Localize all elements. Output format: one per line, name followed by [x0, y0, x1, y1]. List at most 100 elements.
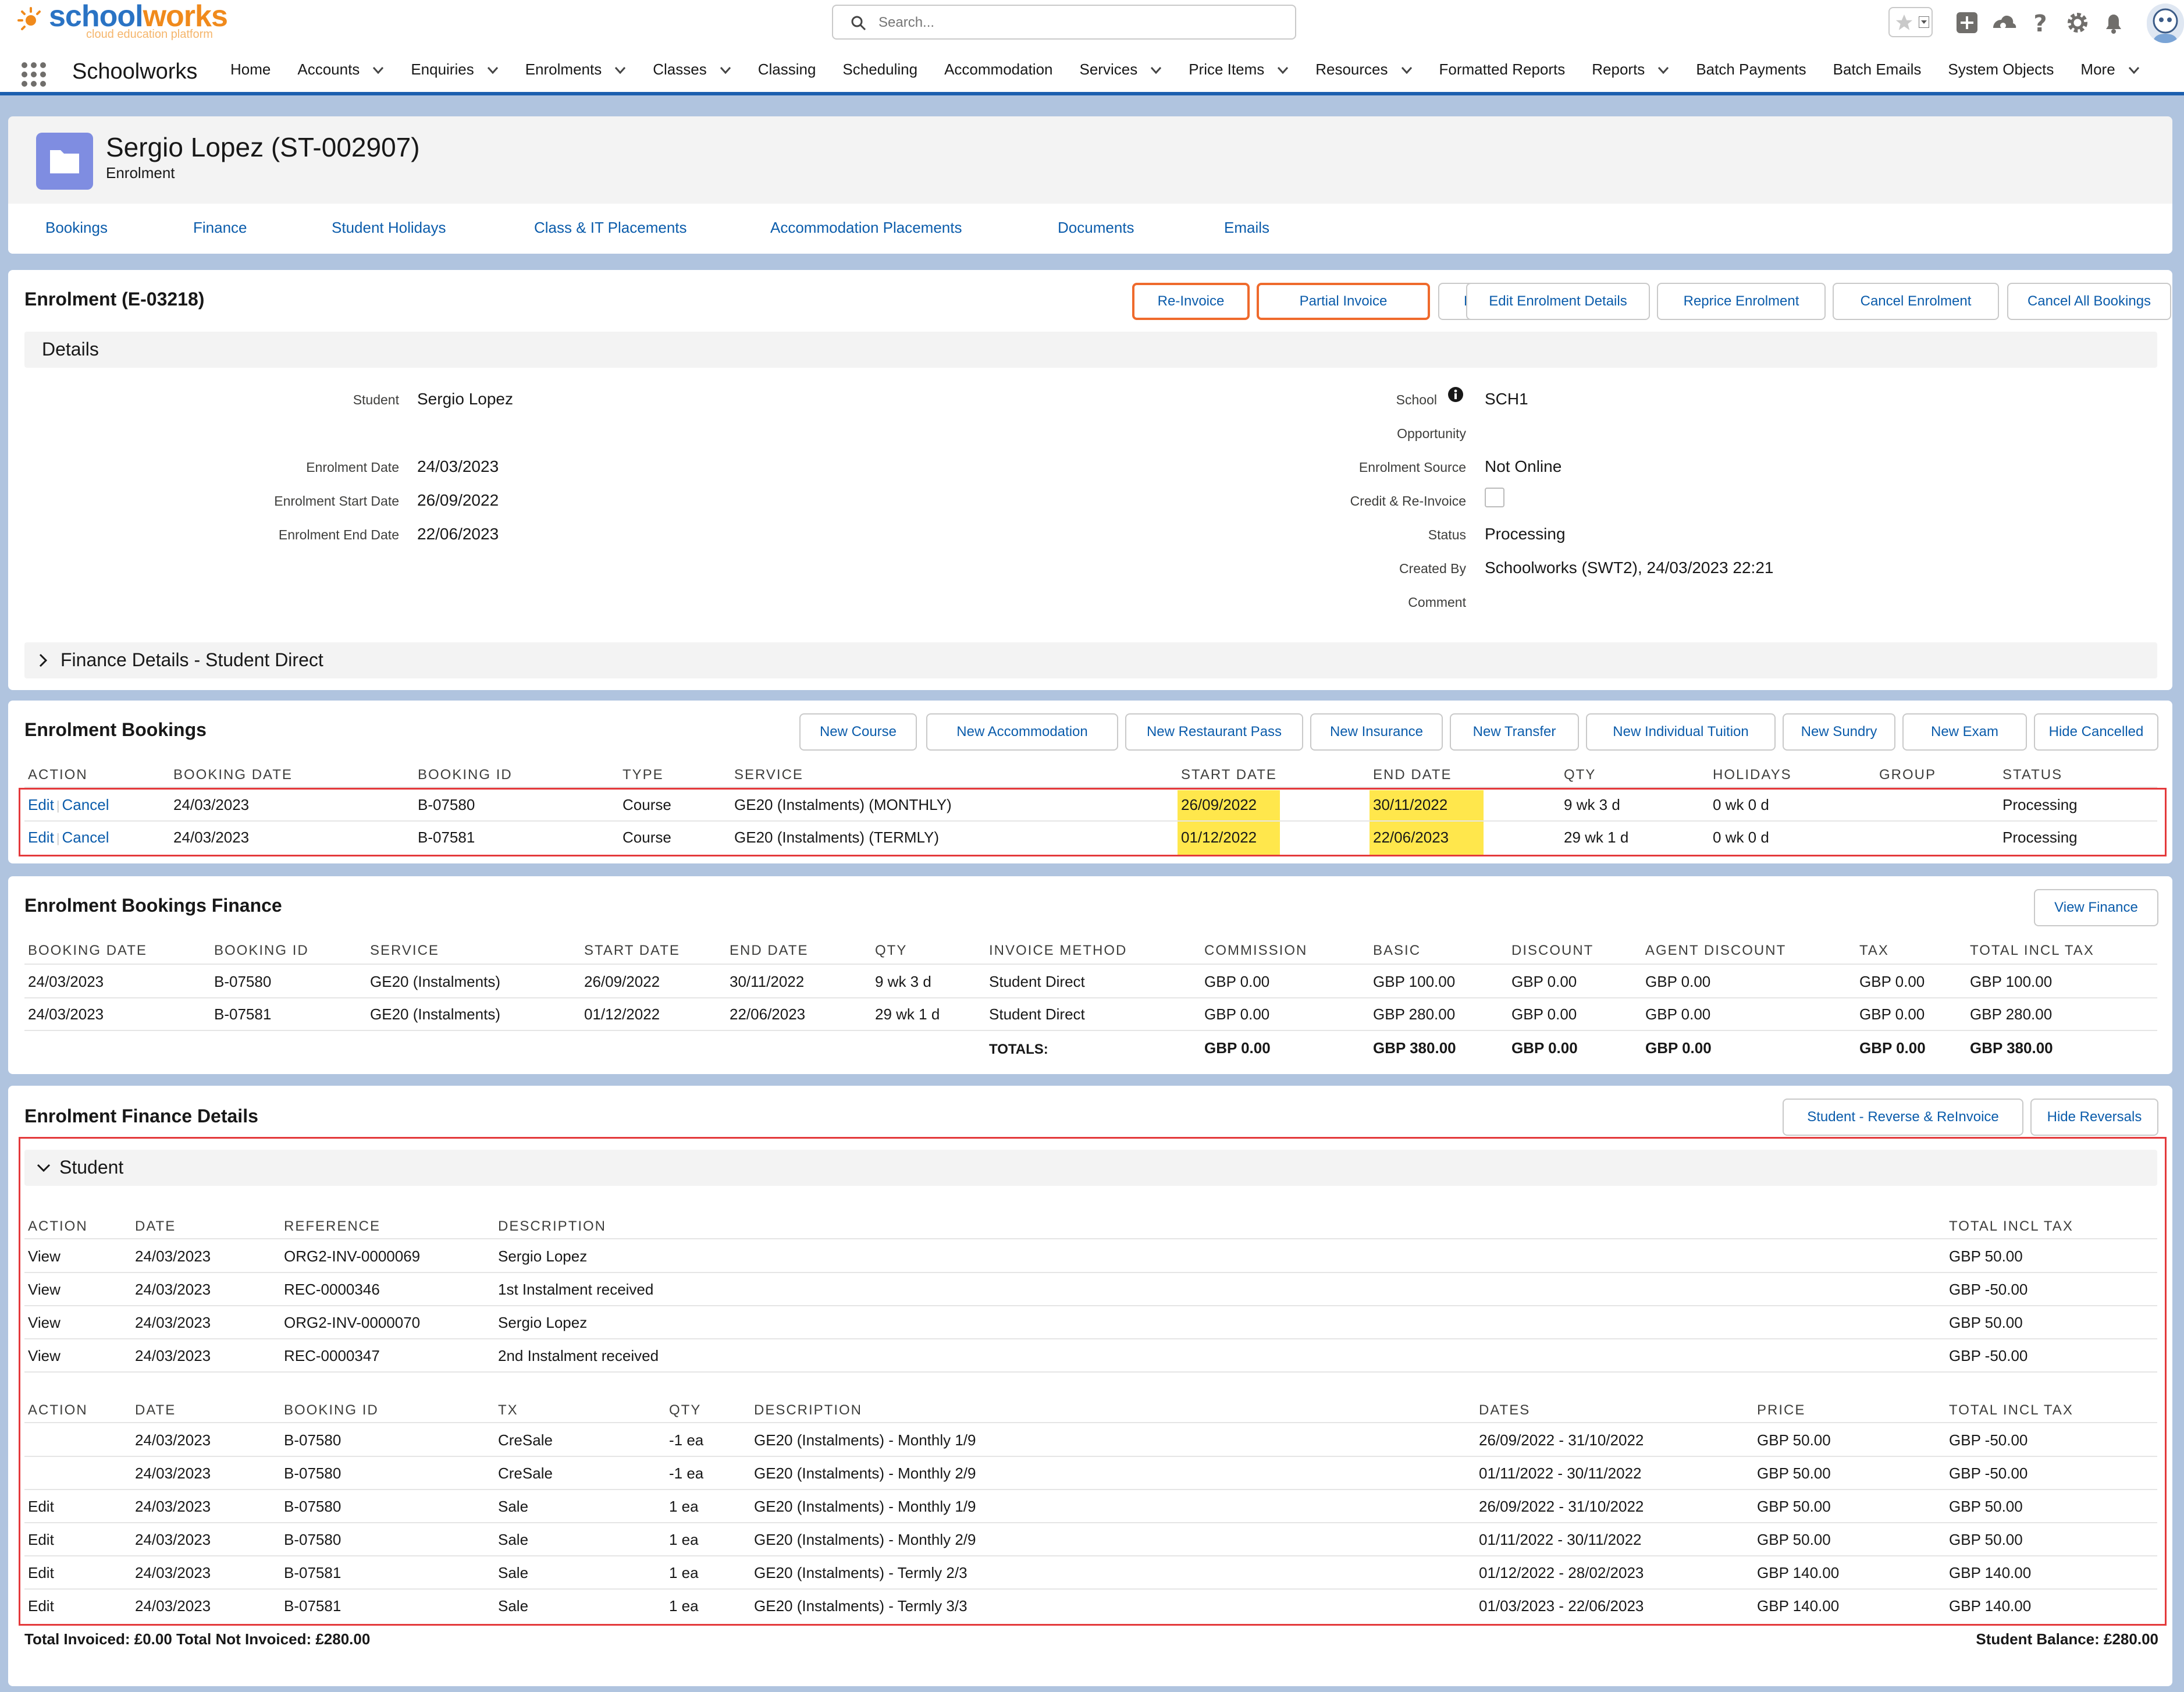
chevron-down-icon[interactable]: [1388, 61, 1413, 79]
edit-link[interactable]: Edit: [28, 1531, 54, 1548]
nav-item-system-objects[interactable]: System Objects: [1948, 61, 2054, 79]
start-date-highlight: [1178, 823, 1280, 855]
view-link[interactable]: View: [28, 1281, 61, 1298]
chevron-down-icon[interactable]: [2115, 61, 2140, 79]
global-search[interactable]: [832, 5, 1296, 40]
help-icon[interactable]: ?: [2026, 8, 2055, 37]
hide-reversals-button[interactable]: Hide Reversals: [2030, 1099, 2158, 1136]
start-date-highlight: [1178, 790, 1280, 823]
cell-booking-date: 24/03/2023: [28, 973, 104, 990]
nav-item-scheduling[interactable]: Scheduling: [842, 61, 917, 79]
hide-cancelled-button[interactable]: Hide Cancelled: [2034, 713, 2158, 751]
view-link[interactable]: View: [28, 1247, 61, 1265]
user-avatar[interactable]: [2147, 3, 2184, 43]
svg-text:?: ?: [2033, 10, 2047, 37]
tab-class-it-placements[interactable]: Class & IT Placements: [534, 219, 687, 236]
line-dates: 01/11/2022 - 30/11/2022: [1479, 1464, 1642, 1482]
chevron-down-icon[interactable]: [1645, 61, 1669, 79]
cancel-link[interactable]: Cancel: [62, 829, 109, 846]
nav-item-home[interactable]: Home: [230, 61, 271, 79]
new-individual-tuition-button[interactable]: New Individual Tuition: [1586, 713, 1776, 751]
tab-student-holidays[interactable]: Student Holidays: [332, 219, 446, 236]
new-transfer-button[interactable]: New Transfer: [1450, 713, 1579, 751]
chevron-down-icon[interactable]: [707, 61, 731, 79]
cancel-enrolment-button[interactable]: Cancel Enrolment: [1833, 283, 1999, 320]
cancel-link[interactable]: Cancel: [62, 796, 109, 813]
nav-item-accounts[interactable]: Accounts: [297, 61, 384, 79]
new-accommodation-button[interactable]: New Accommodation: [926, 713, 1118, 751]
total-total: GBP 380.00: [1970, 1039, 2053, 1057]
nav-item-more[interactable]: More: [2080, 61, 2139, 79]
nav-item-batch-emails[interactable]: Batch Emails: [1833, 61, 1922, 79]
schoolworks-logo[interactable]: schoolworks cloud education platform: [16, 0, 228, 45]
line-date: 24/03/2023: [135, 1498, 211, 1515]
nav-item-classes[interactable]: Classes: [653, 61, 731, 79]
edit-link[interactable]: Edit: [28, 1498, 54, 1515]
trailhead-icon[interactable]: [1989, 8, 2018, 37]
nav-item-enrolments[interactable]: Enrolments: [525, 61, 627, 79]
tab-documents[interactable]: Documents: [1058, 219, 1134, 236]
edit-enrolment-details-button[interactable]: Edit Enrolment Details: [1466, 283, 1650, 320]
invoice-total: GBP -50.00: [1949, 1281, 2028, 1298]
credit-reinvoice-checkbox[interactable]: [1485, 488, 1504, 507]
nav-item-enquiries[interactable]: Enquiries: [411, 61, 498, 79]
new-restaurant-pass-button[interactable]: New Restaurant Pass: [1125, 713, 1303, 751]
tab-bookings[interactable]: Bookings: [45, 219, 108, 236]
nav-item-reports[interactable]: Reports: [1592, 61, 1669, 79]
edit-link[interactable]: Edit: [28, 829, 54, 846]
chevron-down-icon[interactable]: [360, 61, 384, 79]
new-sundry-button[interactable]: New Sundry: [1783, 713, 1895, 751]
new-insurance-button[interactable]: New Insurance: [1310, 713, 1443, 751]
line-col-price: PRICE: [1757, 1402, 1806, 1418]
nav-item-batch-payments[interactable]: Batch Payments: [1696, 61, 1806, 79]
view-finance-button[interactable]: View Finance: [2034, 889, 2158, 926]
view-link[interactable]: View: [28, 1314, 61, 1331]
favorites-group: [1888, 7, 1933, 37]
field-value-student[interactable]: Sergio Lopez: [417, 390, 514, 408]
cancel-all-bookings-button[interactable]: Cancel All Bookings: [2007, 283, 2171, 320]
edit-link[interactable]: Edit: [28, 1564, 54, 1581]
edit-link[interactable]: Edit: [28, 1597, 54, 1615]
cell-service[interactable]: GE20 (Instalments): [370, 1005, 500, 1023]
edit-link[interactable]: Edit: [28, 796, 54, 813]
notification-bell-icon[interactable]: [2099, 8, 2128, 37]
nav-item-classing[interactable]: Classing: [758, 61, 816, 79]
cell-method: Student Direct: [989, 1005, 1085, 1023]
app-launcher-icon[interactable]: [21, 62, 47, 87]
col-booking-date: BOOKING DATE: [28, 943, 147, 958]
nav-item-accommodation[interactable]: Accommodation: [944, 61, 1052, 79]
reprice-enrolment-button[interactable]: Reprice Enrolment: [1657, 283, 1826, 320]
line-booking-id: B-07580: [284, 1431, 342, 1449]
nav-item-price-items[interactable]: Price Items: [1189, 61, 1289, 79]
line-qty: -1 ea: [669, 1431, 704, 1449]
info-icon[interactable]: [1447, 386, 1464, 403]
gear-icon[interactable]: [2063, 8, 2092, 37]
partial-invoice-button[interactable]: Partial Invoice: [1257, 283, 1430, 320]
tab-accommodation-placements[interactable]: Accommodation Placements: [770, 219, 962, 236]
new-exam-button[interactable]: New Exam: [1902, 713, 2027, 751]
tab-finance[interactable]: Finance: [193, 219, 247, 236]
new-course-button[interactable]: New Course: [799, 713, 917, 751]
tab-emails[interactable]: Emails: [1224, 219, 1270, 236]
view-link[interactable]: View: [28, 1347, 61, 1364]
details-section[interactable]: Details: [24, 332, 2157, 368]
nav-item-formatted-reports[interactable]: Formatted Reports: [1439, 61, 1566, 79]
chevron-down-icon[interactable]: [1137, 61, 1162, 79]
line-tx: Sale: [498, 1498, 529, 1515]
search-input[interactable]: [877, 12, 1275, 34]
student-section[interactable]: Student: [24, 1150, 2157, 1186]
cell-service[interactable]: GE20 (Instalments): [370, 973, 500, 990]
chevron-down-icon[interactable]: [1264, 61, 1289, 79]
chevron-down-icon[interactable]: [474, 61, 499, 79]
chevron-down-icon[interactable]: [602, 61, 626, 79]
nav-item-services[interactable]: Services: [1080, 61, 1162, 79]
field-value-school[interactable]: SCH1: [1485, 390, 1528, 408]
global-actions-icon[interactable]: [1952, 8, 1982, 37]
col-booking-id: BOOKING ID: [214, 943, 309, 958]
nav-item-resources[interactable]: Resources: [1315, 61, 1412, 79]
star-icon[interactable]: [1894, 13, 1914, 33]
re-invoice-button[interactable]: Re-Invoice: [1132, 283, 1250, 320]
finance-details-section[interactable]: Finance Details - Student Direct: [24, 642, 2157, 678]
chevron-down-icon[interactable]: [1919, 16, 1929, 28]
reverse-reinvoice-button[interactable]: Student - Reverse & ReInvoice: [1783, 1099, 2023, 1136]
